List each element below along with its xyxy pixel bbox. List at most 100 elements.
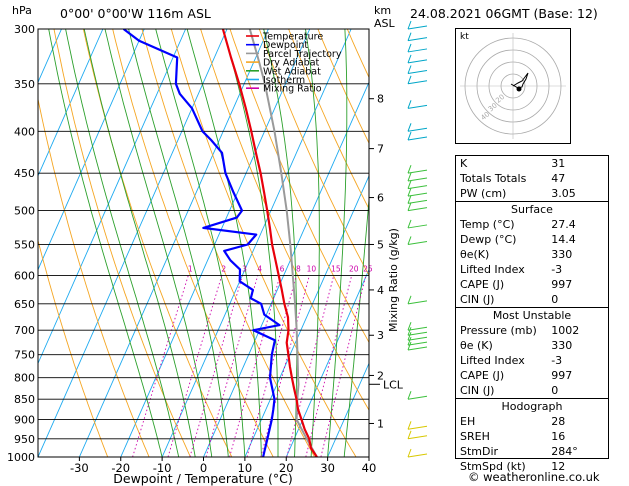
dry-adiabat-line bbox=[38, 96, 150, 457]
surface-label: CAPE (J) bbox=[460, 277, 505, 291]
wind-barb bbox=[407, 336, 428, 341]
pressure-tick-label: 650 bbox=[14, 298, 35, 311]
wind-barb bbox=[407, 435, 428, 440]
wind-barb-flag bbox=[407, 202, 412, 211]
wind-barb-flag bbox=[407, 341, 412, 351]
index-row: PW (cm) 3.05 bbox=[456, 186, 608, 201]
hodograph-row: SREH 16 bbox=[456, 429, 608, 444]
wind-barb-flag bbox=[407, 172, 412, 182]
hodograph-value: 284° bbox=[551, 444, 578, 458]
most-unstable-label: θe (K) bbox=[460, 338, 493, 352]
wind-barb-flag bbox=[407, 448, 412, 458]
hodograph-value: 28 bbox=[551, 414, 566, 428]
pressure-tick-label: 750 bbox=[14, 349, 35, 362]
km-label: km bbox=[374, 4, 391, 17]
most-unstable-row: CIN (J) 0 bbox=[456, 383, 608, 398]
wind-barb-flag bbox=[407, 430, 412, 439]
wind-barb bbox=[407, 453, 428, 458]
wind-barb bbox=[407, 136, 428, 141]
mixing-ratio-line bbox=[320, 275, 367, 457]
mixing-ratio-label: 2 bbox=[221, 264, 226, 273]
km-tick-label: 2 bbox=[377, 369, 384, 382]
wind-barb bbox=[407, 240, 428, 245]
wind-barb bbox=[407, 127, 428, 132]
mixing-ratio-label: 6 bbox=[280, 264, 285, 273]
x-axis-title: Dewpoint / Temperature (°C) bbox=[113, 471, 292, 486]
pressure-tick-label: 850 bbox=[14, 393, 35, 406]
pressure-tick-label: 550 bbox=[14, 238, 35, 251]
legend-label: Dry Adiabat bbox=[263, 58, 320, 69]
wet-adiabat-line bbox=[327, 29, 348, 457]
index-label: K bbox=[460, 156, 468, 170]
legend-label: Mixing Ratio bbox=[263, 84, 322, 95]
wind-barb-flag bbox=[407, 187, 412, 197]
km-tick-label: 6 bbox=[377, 192, 384, 205]
wind-barb bbox=[407, 25, 428, 30]
isotherm-line bbox=[78, 29, 269, 457]
surface-value: 0 bbox=[551, 292, 559, 306]
most-unstable-value: 1002 bbox=[551, 323, 580, 337]
isotherm-line bbox=[161, 29, 352, 457]
wind-barb-flag bbox=[407, 123, 412, 132]
legend-label: Wet Adiabat bbox=[263, 66, 321, 77]
hodograph-label: StmDir bbox=[460, 444, 499, 458]
surface-row: CAPE (J) 997 bbox=[456, 277, 608, 292]
isotherm-line bbox=[38, 29, 145, 271]
pressure-tick-label: 500 bbox=[14, 205, 35, 218]
hodograph-title: Hodograph bbox=[501, 400, 563, 413]
pressure-tick-label: 800 bbox=[14, 372, 35, 385]
most-unstable-label: CIN (J) bbox=[460, 383, 495, 397]
surface-row: CIN (J) 0 bbox=[456, 292, 608, 307]
wind-barb bbox=[407, 207, 428, 212]
hodograph-label: SREH bbox=[460, 429, 490, 443]
pressure-tick-label: 1000 bbox=[7, 451, 35, 464]
wind-barb bbox=[407, 331, 428, 336]
dry-adiabat-line bbox=[288, 29, 369, 210]
mixing-ratio-label: 3 bbox=[242, 264, 247, 273]
wind-barb bbox=[407, 80, 428, 85]
surface-value: 14.4 bbox=[551, 232, 576, 246]
wind-barb bbox=[407, 346, 428, 351]
isotherm-line bbox=[38, 29, 104, 178]
wind-barb-flag bbox=[407, 54, 412, 64]
mixing-ratio-label: 15 bbox=[331, 264, 341, 273]
legend-label: Temperature bbox=[262, 32, 323, 43]
wind-barb-flag bbox=[407, 195, 412, 204]
pressure-tick-label: 950 bbox=[14, 433, 35, 446]
surface-label: Temp (°C) bbox=[460, 217, 515, 231]
hodo-ring-label: 40 bbox=[479, 110, 491, 122]
wind-barb-flag bbox=[407, 219, 412, 229]
wind-barb-flag bbox=[407, 75, 412, 84]
km-tick-label: 3 bbox=[377, 329, 384, 342]
wind-barb-flag bbox=[407, 391, 412, 400]
hodograph-row: StmSpd (kt) 12 bbox=[456, 459, 608, 474]
legend-label: Isotherm bbox=[263, 75, 305, 86]
wind-barb-flag bbox=[407, 131, 412, 141]
hodograph-panel: kt 20 30 40 bbox=[455, 28, 571, 144]
wind-barb-flag bbox=[407, 180, 412, 189]
mixing-ratio-label: 25 bbox=[363, 264, 373, 273]
lcl-label: LCL bbox=[383, 378, 404, 391]
most-unstable-title: Most Unstable bbox=[492, 309, 572, 322]
pressure-tick-label: 700 bbox=[14, 324, 35, 337]
most-unstable-label: Lifted Index bbox=[460, 353, 525, 367]
legend-label: Dewpoint bbox=[263, 40, 308, 51]
wind-barb bbox=[407, 224, 428, 229]
index-value: 3.05 bbox=[551, 186, 576, 200]
surface-row: Temp (°C) 27.4 bbox=[456, 217, 608, 232]
most-unstable-value: 0 bbox=[551, 383, 559, 397]
wind-barb bbox=[407, 59, 428, 64]
wind-barb-flag bbox=[407, 164, 412, 174]
mixing-ratio-label: 1 bbox=[188, 264, 193, 273]
hodograph-label: StmSpd (kt) bbox=[460, 459, 526, 473]
pressure-tick-label: 400 bbox=[14, 125, 35, 138]
temp-tick-label: -30 bbox=[70, 461, 89, 475]
most-unstable-value: 997 bbox=[551, 368, 573, 382]
surface-title: Surface bbox=[511, 203, 553, 216]
most-unstable-row: θe (K) 330 bbox=[456, 338, 608, 353]
temp-tick-label: -20 bbox=[111, 461, 130, 475]
dry-adiabat-line bbox=[611, 29, 629, 457]
km-tick-label: 1 bbox=[377, 417, 384, 430]
temp-tick-label: 40 bbox=[362, 461, 377, 475]
